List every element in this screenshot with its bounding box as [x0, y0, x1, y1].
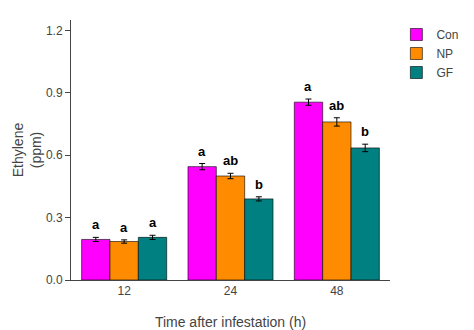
svg-text:Time after infestation (h): Time after infestation (h) [155, 314, 306, 330]
svg-text:24: 24 [224, 284, 238, 298]
svg-text:0.3: 0.3 [46, 211, 63, 225]
svg-text:b: b [361, 124, 369, 139]
svg-text:a: a [198, 144, 206, 159]
svg-text:48: 48 [330, 284, 344, 298]
svg-text:a: a [120, 220, 128, 235]
svg-text:ab: ab [223, 153, 238, 168]
svg-text:a: a [304, 79, 312, 94]
svg-text:Ethylene(ppm): Ethylene(ppm) [10, 123, 44, 178]
svg-text:Con: Con [436, 28, 458, 42]
svg-text:ab: ab [329, 98, 344, 113]
svg-text:a: a [149, 215, 157, 230]
svg-text:a: a [92, 217, 100, 232]
svg-text:0.0: 0.0 [46, 273, 63, 287]
svg-text:NP: NP [436, 47, 453, 61]
svg-text:b: b [255, 177, 263, 192]
svg-text:12: 12 [117, 284, 131, 298]
svg-text:0.9: 0.9 [46, 86, 63, 100]
svg-text:GF: GF [436, 66, 453, 80]
svg-text:1.2: 1.2 [46, 24, 63, 38]
svg-text:0.6: 0.6 [46, 148, 63, 162]
